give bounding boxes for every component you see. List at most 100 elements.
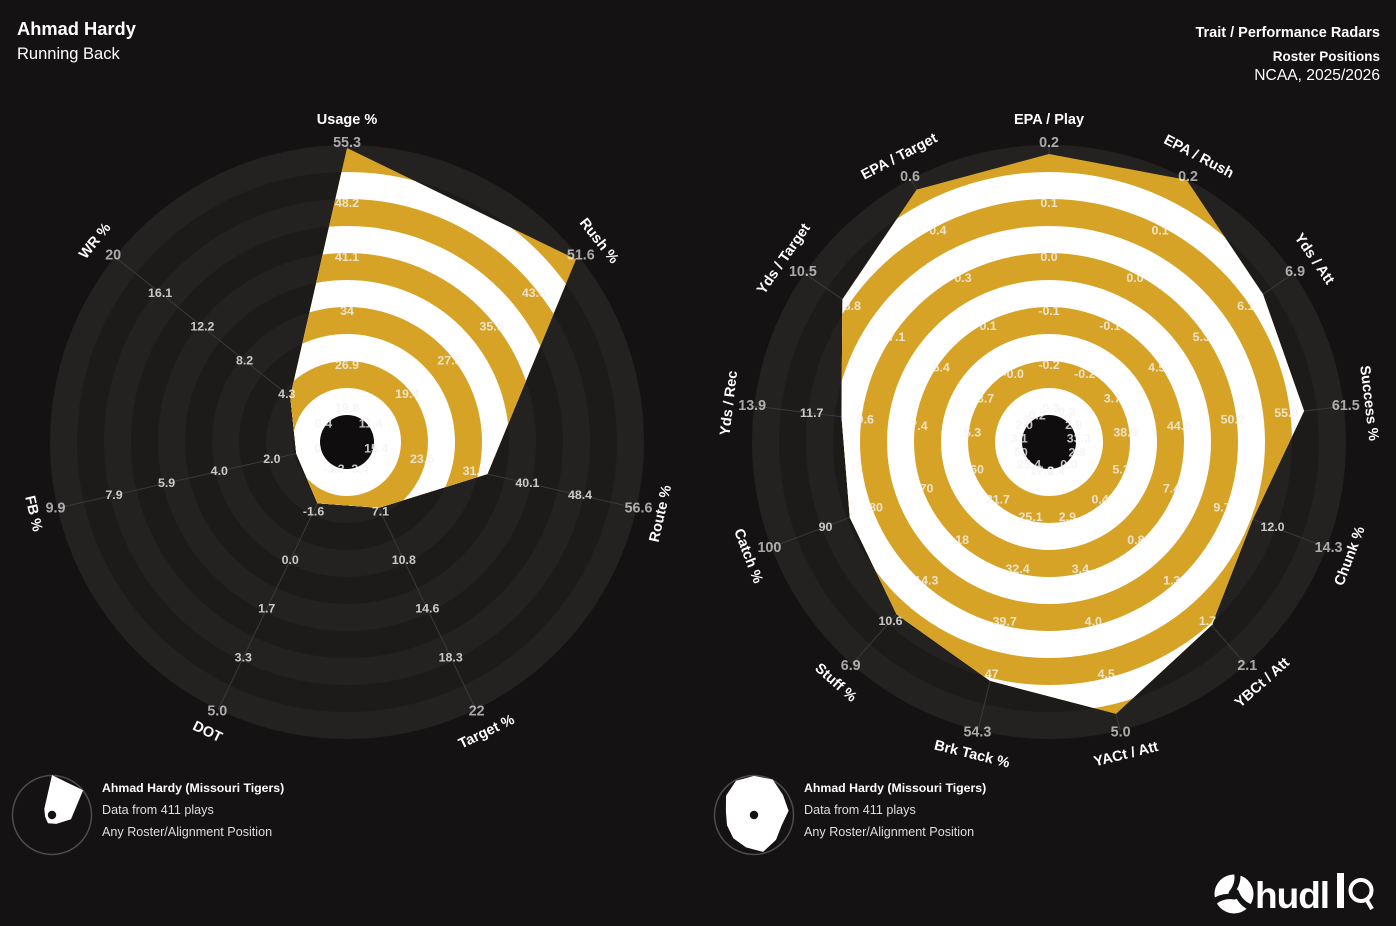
svg-text:0.1: 0.1	[979, 319, 996, 333]
svg-text:8.8: 8.8	[844, 299, 861, 313]
svg-text:41.1: 41.1	[335, 250, 359, 264]
svg-text:3.3: 3.3	[235, 650, 252, 664]
svg-text:31.9: 31.9	[463, 464, 487, 478]
svg-text:Any Roster/Alignment Position: Any Roster/Alignment Position	[804, 825, 974, 839]
svg-text:2.0: 2.0	[263, 452, 280, 466]
svg-text:2.4: 2.4	[1048, 464, 1065, 478]
svg-text:9.9: 9.9	[46, 501, 66, 517]
svg-text:20: 20	[105, 248, 121, 264]
svg-text:26.9: 26.9	[335, 358, 359, 372]
svg-text:25.1: 25.1	[1019, 510, 1043, 524]
svg-text:34: 34	[340, 304, 354, 318]
svg-text:Roster Positions: Roster Positions	[1273, 49, 1380, 64]
svg-text:0.0: 0.0	[1060, 458, 1077, 472]
svg-text:-1.6: -1.6	[303, 504, 324, 518]
svg-text:14.3: 14.3	[1315, 540, 1343, 556]
svg-text:5.9: 5.9	[158, 476, 175, 490]
svg-text:0.1: 0.1	[1151, 223, 1168, 237]
svg-text:9.6: 9.6	[857, 413, 874, 427]
svg-text:FB %: FB %	[21, 494, 45, 533]
svg-text:Any Roster/Alignment Position: Any Roster/Alignment Position	[102, 825, 272, 839]
svg-text:3.7: 3.7	[977, 391, 994, 405]
svg-text:2.1: 2.1	[1237, 658, 1257, 674]
svg-text:1.7: 1.7	[1199, 614, 1216, 628]
svg-text:10.5: 10.5	[789, 264, 817, 280]
svg-text:90: 90	[819, 520, 833, 534]
svg-text:-0.1: -0.1	[1099, 319, 1120, 333]
svg-text:7.4: 7.4	[1163, 482, 1180, 496]
svg-text:19.4: 19.4	[395, 387, 419, 401]
svg-text:55.9: 55.9	[1274, 406, 1298, 420]
svg-text:-0.2: -0.2	[1024, 408, 1045, 422]
svg-text:2.0: 2.0	[1016, 418, 1033, 432]
svg-text:Ahmad Hardy: Ahmad Hardy	[17, 18, 137, 39]
svg-text:5.3: 5.3	[1193, 330, 1210, 344]
svg-text:12.2: 12.2	[190, 320, 214, 334]
svg-text:0.0: 0.0	[1040, 250, 1057, 264]
svg-text:10.8: 10.8	[392, 553, 416, 567]
svg-text:-0.1: -0.1	[1038, 304, 1059, 318]
svg-text:0: 0	[314, 442, 321, 456]
svg-text:-0.0: -0.0	[1003, 367, 1024, 381]
svg-text:Data from 411 plays: Data from 411 plays	[804, 803, 916, 817]
svg-text:5.0: 5.0	[207, 703, 227, 719]
svg-text:0.0: 0.0	[1126, 271, 1143, 285]
svg-text:44.6: 44.6	[1167, 419, 1191, 433]
svg-text:10.6: 10.6	[878, 614, 902, 628]
svg-text:47: 47	[985, 667, 999, 681]
svg-text:3.4: 3.4	[351, 462, 368, 476]
svg-text:18: 18	[955, 533, 969, 547]
svg-text:3.1: 3.1	[1011, 431, 1028, 445]
svg-text:50: 50	[1014, 446, 1028, 460]
svg-text:2.9: 2.9	[1065, 418, 1082, 432]
svg-text:23.6: 23.6	[410, 452, 434, 466]
svg-text:EPA / Play: EPA / Play	[1014, 112, 1084, 128]
svg-text:0.1: 0.1	[1040, 196, 1057, 210]
svg-text:hudl: hudl	[1255, 875, 1329, 916]
svg-text:-0.3: -0.3	[1038, 401, 1059, 415]
svg-text:38.9: 38.9	[1113, 426, 1137, 440]
svg-text:-0.3: -0.3	[1054, 405, 1075, 419]
svg-text:5.0: 5.0	[1111, 724, 1131, 740]
svg-text:Ahmad Hardy (Missouri Tigers): Ahmad Hardy (Missouri Tigers)	[804, 781, 986, 795]
svg-text:7.1: 7.1	[888, 330, 905, 344]
svg-text:43.6: 43.6	[522, 286, 546, 300]
svg-text:11.7: 11.7	[800, 406, 824, 420]
svg-text:3.4: 3.4	[1072, 562, 1089, 576]
svg-text:Yds / Rec: Yds / Rec	[717, 370, 741, 437]
svg-text:0.6: 0.6	[900, 169, 920, 185]
svg-text:32.4: 32.4	[1006, 562, 1030, 576]
svg-text:14.3: 14.3	[914, 574, 938, 588]
svg-text:18.3: 18.3	[439, 650, 463, 664]
svg-text:4.0: 4.0	[211, 464, 228, 478]
svg-text:25.4: 25.4	[1017, 458, 1041, 472]
svg-text:14.6: 14.6	[415, 602, 439, 616]
svg-text:60: 60	[970, 462, 984, 476]
svg-text:0.4: 0.4	[1091, 493, 1108, 507]
svg-text:7.9: 7.9	[105, 488, 122, 502]
svg-text:6.9: 6.9	[841, 658, 861, 674]
svg-text:0.3: 0.3	[954, 271, 971, 285]
svg-text:56.6: 56.6	[625, 501, 653, 517]
svg-text:0.2: 0.2	[1178, 169, 1198, 185]
svg-text:27.5: 27.5	[437, 353, 461, 367]
svg-text:0.4: 0.4	[315, 416, 332, 430]
svg-text:6.9: 6.9	[1285, 264, 1305, 280]
svg-text:7.1: 7.1	[372, 504, 389, 518]
svg-text:19.8: 19.8	[335, 401, 359, 415]
svg-text:21.7: 21.7	[986, 493, 1010, 507]
svg-text:2.8: 2.8	[1068, 446, 1085, 460]
svg-text:80: 80	[869, 501, 883, 515]
svg-text:NCAA, 2025/2026: NCAA, 2025/2026	[1254, 67, 1380, 84]
svg-text:22: 22	[469, 703, 485, 719]
svg-text:54.3: 54.3	[963, 724, 991, 740]
svg-text:51.6: 51.6	[567, 248, 595, 264]
svg-text:-3.3: -3.3	[323, 462, 344, 476]
svg-text:70: 70	[920, 482, 934, 496]
svg-text:11.4: 11.4	[359, 416, 383, 430]
svg-text:50.2: 50.2	[1221, 413, 1245, 427]
svg-text:61.5: 61.5	[1332, 398, 1360, 414]
svg-text:48.4: 48.4	[568, 488, 592, 502]
svg-text:4.3: 4.3	[278, 387, 295, 401]
svg-text:2.9: 2.9	[1059, 510, 1076, 524]
